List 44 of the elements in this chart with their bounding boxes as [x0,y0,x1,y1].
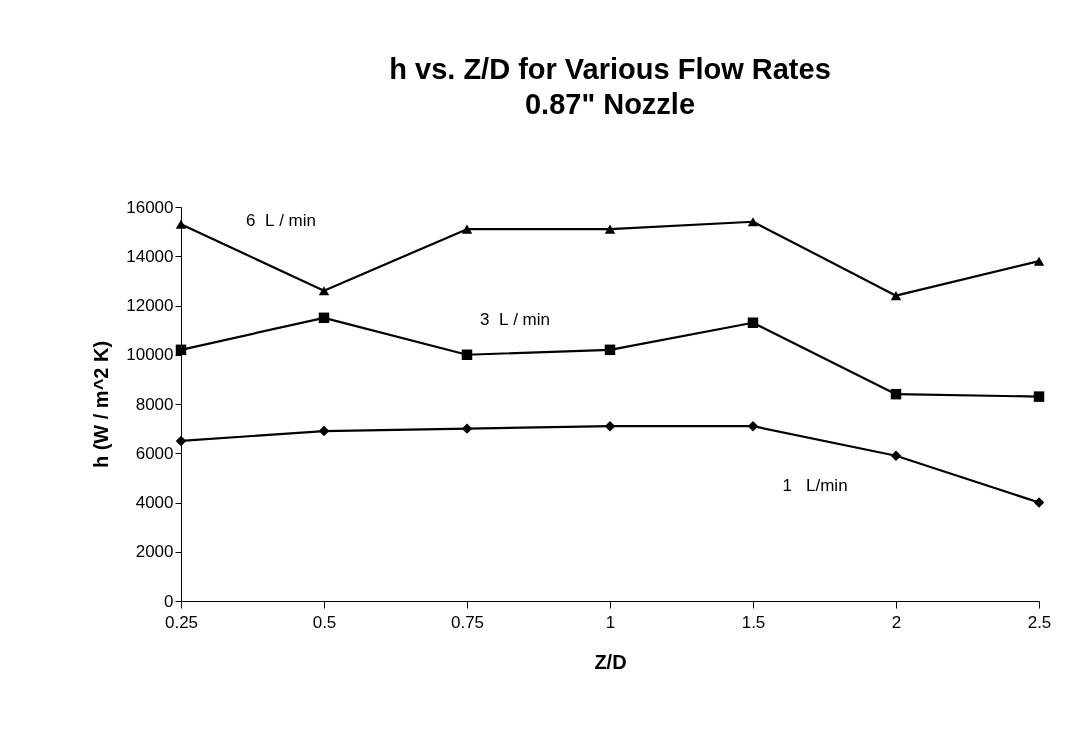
x-tick-label: 0.25 [164,612,199,632]
x-tick-label: 2 [891,612,902,632]
y-tick-label: 2000 [135,542,174,562]
point [1033,497,1045,508]
point [175,435,187,447]
y-tick-label: 10000 [126,345,174,365]
chart-title: h vs. Z/D for Various Flow Rates [389,53,831,85]
y-tick-label: 6000 [135,443,174,463]
point [890,388,902,400]
point [747,217,759,227]
point [175,219,187,229]
x-tick-label: 0.75 [450,612,485,632]
x-tick-label: 2.5 [1027,612,1052,632]
point [318,312,330,324]
point [461,349,473,360]
point [747,317,759,328]
point [1033,391,1045,402]
y-tick-label: 8000 [135,394,174,414]
point [175,344,187,356]
y-tick-label: 12000 [126,296,174,315]
series-label: 6 L / min [246,211,316,231]
point [461,224,473,234]
point [1033,256,1045,266]
point [747,420,759,432]
y-tick-label: 4000 [135,493,174,512]
x-tick-label: 1 [605,612,616,632]
point [604,344,616,356]
y-tick-label: 0 [164,591,174,611]
x-tick-label: 0.5 [312,612,337,632]
y-axis-title: h (W / m^2 K) [90,340,113,469]
y-tick-label: 14000 [126,246,174,266]
chart-subtitle: 0.87" Nozzle [524,88,696,120]
series-label: 1 L/min [782,476,848,496]
y-tick-label: 16000 [126,197,174,217]
point [890,450,902,461]
point [461,423,473,434]
point [890,291,902,301]
point [318,425,330,437]
series-label: 3 L / min [480,309,550,329]
point [318,286,330,296]
point [604,224,616,234]
point [604,420,616,432]
x-axis-title: Z/D [594,650,627,673]
x-tick-label: 1.5 [741,612,766,632]
